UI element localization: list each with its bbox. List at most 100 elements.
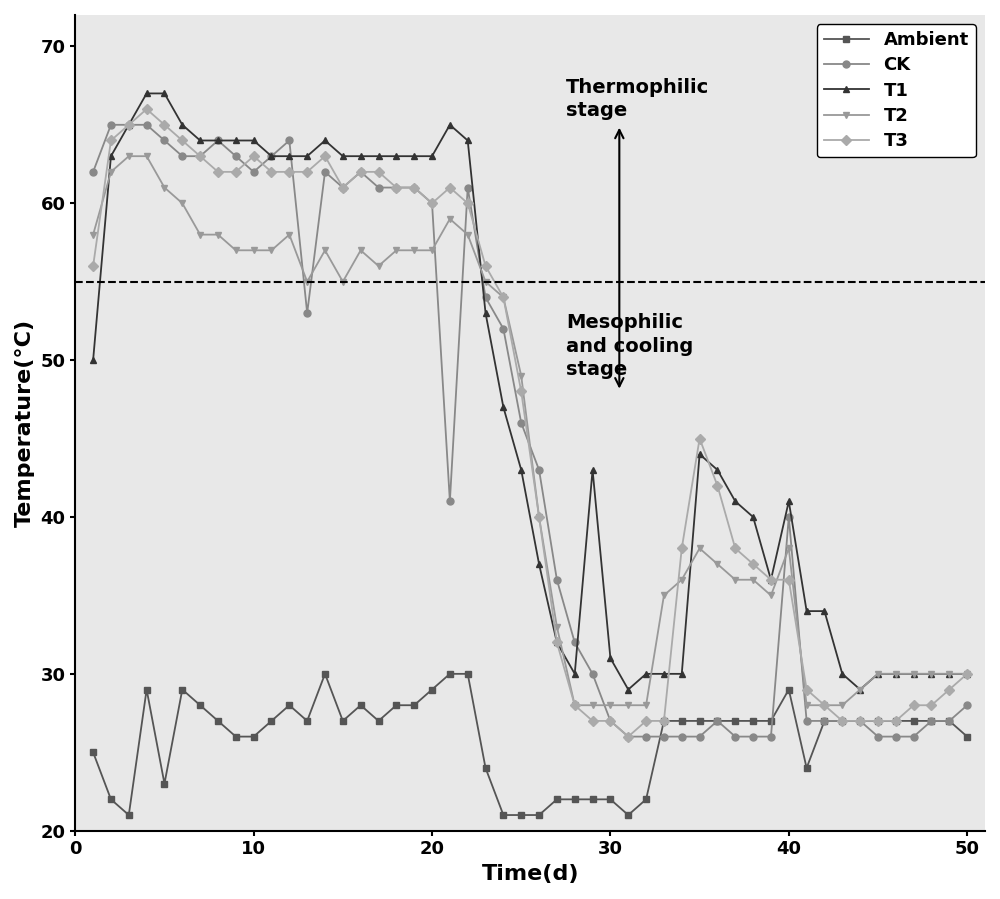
Ambient	[801, 762, 813, 773]
T1	[176, 120, 188, 130]
T1	[265, 151, 277, 162]
CK	[818, 716, 830, 726]
T2	[265, 245, 277, 255]
CK	[747, 731, 759, 742]
T3	[265, 166, 277, 177]
CK	[622, 731, 634, 742]
Line: T3: T3	[90, 106, 971, 740]
CK	[212, 135, 224, 146]
T1	[230, 135, 242, 146]
T1	[337, 151, 349, 162]
Ambient	[497, 810, 509, 821]
CK	[604, 716, 616, 726]
T3	[158, 120, 170, 130]
Ambient	[337, 716, 349, 726]
T3	[444, 182, 456, 193]
Ambient	[444, 669, 456, 680]
T3	[783, 574, 795, 585]
T3	[658, 716, 670, 726]
T1	[569, 669, 581, 680]
T3	[551, 637, 563, 648]
T2	[925, 669, 937, 680]
Ambient	[765, 716, 777, 726]
T2	[105, 166, 117, 177]
T3	[408, 182, 420, 193]
T3	[604, 716, 616, 726]
Ambient	[908, 716, 920, 726]
T1	[123, 120, 135, 130]
T1	[836, 669, 848, 680]
T3	[836, 716, 848, 726]
Ambient	[355, 699, 367, 710]
CK	[890, 731, 902, 742]
T3	[640, 716, 652, 726]
T1	[943, 669, 955, 680]
Ambient	[587, 794, 599, 805]
T2	[747, 574, 759, 585]
T1	[533, 558, 545, 569]
T1	[141, 88, 153, 99]
T1	[872, 669, 884, 680]
T3	[622, 731, 634, 742]
Ambient	[176, 684, 188, 695]
CK	[854, 716, 866, 726]
Ambient	[836, 716, 848, 726]
T1	[551, 637, 563, 648]
T3	[319, 151, 331, 162]
T1	[462, 135, 474, 146]
CK	[694, 731, 706, 742]
T1	[587, 465, 599, 476]
CK	[355, 166, 367, 177]
CK	[105, 120, 117, 130]
T2	[515, 370, 527, 381]
T1	[390, 151, 402, 162]
T1	[818, 606, 830, 617]
T2	[87, 229, 99, 240]
Ambient	[872, 716, 884, 726]
T3	[925, 699, 937, 710]
T3	[569, 699, 581, 710]
CK	[158, 135, 170, 146]
Ambient	[230, 731, 242, 742]
T1	[194, 135, 206, 146]
T1	[694, 449, 706, 459]
Ambient	[783, 684, 795, 695]
CK	[925, 716, 937, 726]
T3	[141, 103, 153, 114]
T1	[319, 135, 331, 146]
T2	[390, 245, 402, 255]
Ambient	[676, 716, 688, 726]
T1	[604, 653, 616, 663]
T2	[908, 669, 920, 680]
CK	[87, 166, 99, 177]
CK	[836, 716, 848, 726]
CK	[569, 637, 581, 648]
T2	[640, 699, 652, 710]
T1	[801, 606, 813, 617]
Ambient	[622, 810, 634, 821]
CK	[176, 151, 188, 162]
Ambient	[640, 794, 652, 805]
Line: Ambient: Ambient	[90, 671, 971, 818]
Ambient	[943, 716, 955, 726]
Ambient	[569, 794, 581, 805]
T3	[283, 166, 295, 177]
T2	[765, 590, 777, 601]
T2	[337, 276, 349, 287]
CK	[230, 151, 242, 162]
T2	[373, 261, 385, 271]
CK	[141, 120, 153, 130]
T2	[497, 292, 509, 303]
T1	[444, 120, 456, 130]
CK	[319, 166, 331, 177]
Ambient	[729, 716, 741, 726]
Ambient	[408, 699, 420, 710]
T1	[408, 151, 420, 162]
CK	[373, 182, 385, 193]
T3	[694, 433, 706, 444]
CK	[515, 417, 527, 428]
CK	[390, 182, 402, 193]
T2	[158, 182, 170, 193]
T2	[622, 699, 634, 710]
T1	[283, 151, 295, 162]
